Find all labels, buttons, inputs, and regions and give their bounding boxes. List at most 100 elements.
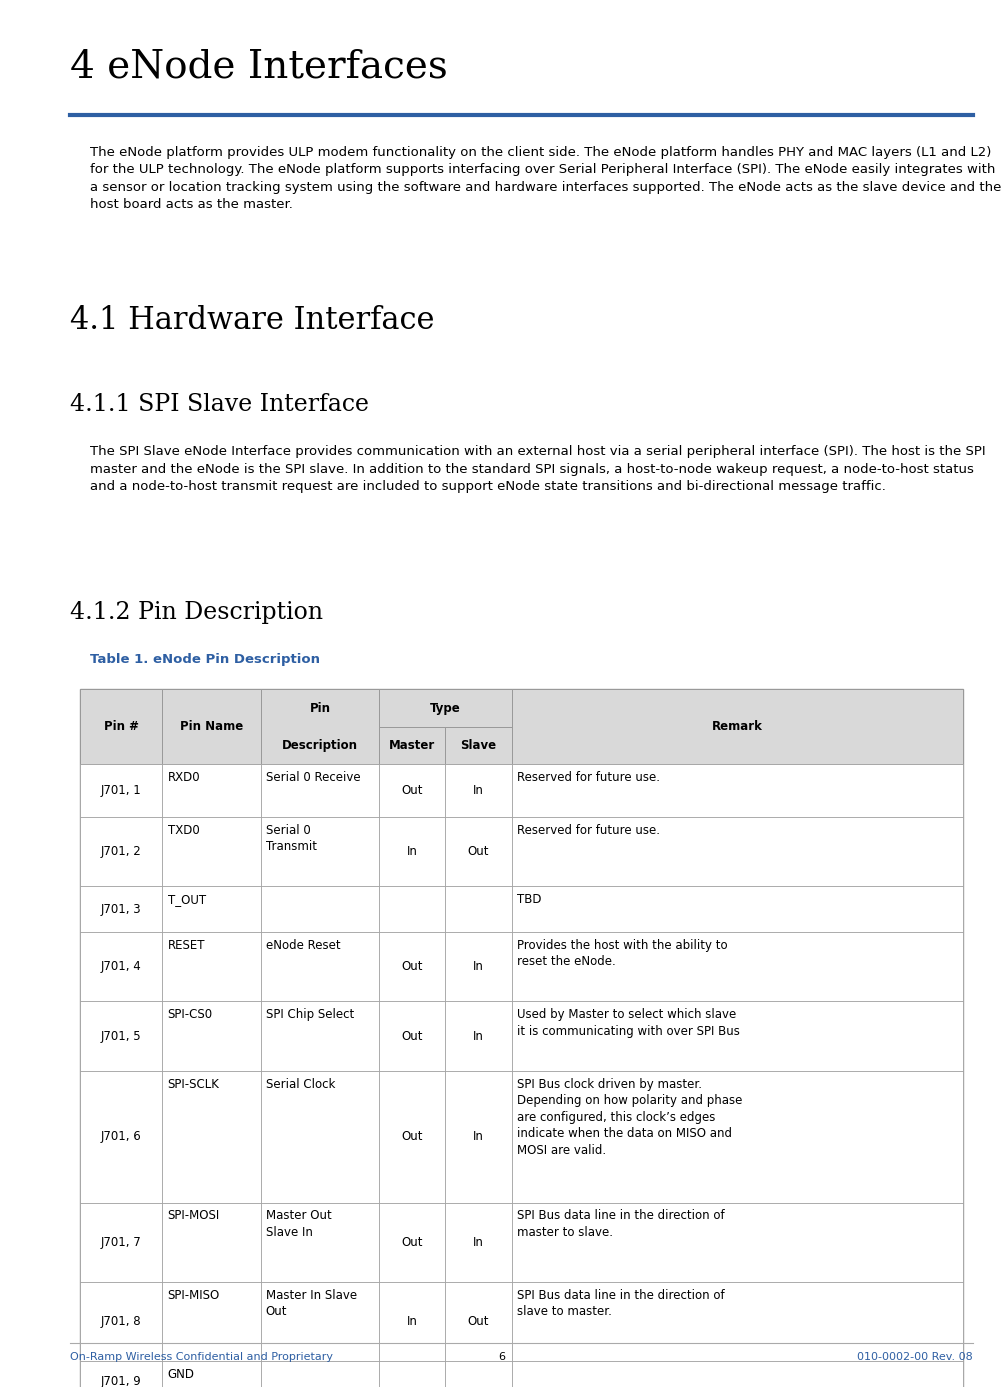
Text: SPI-MOSI: SPI-MOSI <box>167 1209 219 1222</box>
Text: Reserved for future use.: Reserved for future use. <box>516 771 659 784</box>
Text: Out: Out <box>467 845 489 859</box>
Text: Pin #: Pin # <box>104 720 138 734</box>
Text: The SPI Slave eNode Interface provides communication with an external host via a: The SPI Slave eNode Interface provides c… <box>90 445 985 494</box>
Bar <box>261 817 379 886</box>
Bar <box>379 1203 445 1282</box>
Bar <box>80 1282 162 1361</box>
Text: 010-0002-00 Rev. 08: 010-0002-00 Rev. 08 <box>857 1352 972 1362</box>
Bar <box>511 1282 962 1361</box>
Bar <box>379 1282 445 1361</box>
Text: Type: Type <box>430 702 460 714</box>
Bar <box>162 817 261 886</box>
Bar <box>445 1071 511 1203</box>
Bar <box>445 727 511 764</box>
Text: In: In <box>473 1130 483 1143</box>
Bar <box>511 764 962 817</box>
Text: Serial 0 Receive: Serial 0 Receive <box>266 771 360 784</box>
Text: Serial 0
Transmit: Serial 0 Transmit <box>266 824 317 853</box>
Bar <box>261 1282 379 1361</box>
Text: SPI Bus data line in the direction of
slave to master.: SPI Bus data line in the direction of sl… <box>516 1289 723 1318</box>
Text: Master In Slave
Out: Master In Slave Out <box>266 1289 357 1318</box>
Text: J701, 9: J701, 9 <box>101 1375 141 1387</box>
Text: 4.1.2 Pin Description: 4.1.2 Pin Description <box>70 601 323 624</box>
Bar <box>80 689 962 1387</box>
Text: In: In <box>473 960 483 974</box>
Bar <box>80 764 162 817</box>
Text: Out: Out <box>401 960 423 974</box>
Text: J701, 7: J701, 7 <box>101 1236 141 1248</box>
Text: Provides the host with the ability to
reset the eNode.: Provides the host with the ability to re… <box>516 939 726 968</box>
Bar <box>261 1203 379 1282</box>
Bar <box>261 1071 379 1203</box>
Bar <box>261 764 379 817</box>
Bar <box>80 1071 162 1203</box>
Bar <box>379 689 511 727</box>
Bar <box>379 886 445 932</box>
Bar <box>445 1361 511 1387</box>
Bar <box>261 1001 379 1071</box>
Text: T_OUT: T_OUT <box>167 893 205 906</box>
Bar <box>511 1001 962 1071</box>
Text: Pin Name: Pin Name <box>179 720 243 734</box>
Text: Table 1. eNode Pin Description: Table 1. eNode Pin Description <box>90 653 320 666</box>
Bar <box>162 764 261 817</box>
Bar <box>162 886 261 932</box>
Text: Out: Out <box>401 1130 423 1143</box>
Text: On-Ramp Wireless Confidential and Proprietary: On-Ramp Wireless Confidential and Propri… <box>70 1352 333 1362</box>
Text: Out: Out <box>467 1315 489 1327</box>
Text: SPI-MISO: SPI-MISO <box>167 1289 219 1301</box>
Bar <box>162 1361 261 1387</box>
Bar <box>261 689 379 764</box>
Text: In: In <box>473 1236 483 1248</box>
Text: Used by Master to select which slave
it is communicating with over SPI Bus: Used by Master to select which slave it … <box>516 1008 738 1037</box>
Bar <box>379 1001 445 1071</box>
Text: 4 eNode Interfaces: 4 eNode Interfaces <box>70 49 448 86</box>
Text: SPI Chip Select: SPI Chip Select <box>266 1008 354 1021</box>
Bar <box>261 886 379 932</box>
Bar <box>511 1361 962 1387</box>
Text: Master Out
Slave In: Master Out Slave In <box>266 1209 332 1239</box>
Bar <box>445 886 511 932</box>
Text: J701, 4: J701, 4 <box>101 960 141 974</box>
Text: Slave: Slave <box>460 739 496 752</box>
Bar <box>162 932 261 1001</box>
Text: J701, 8: J701, 8 <box>101 1315 141 1327</box>
Text: Serial Clock: Serial Clock <box>266 1078 335 1090</box>
Bar <box>379 727 445 764</box>
Text: TBD: TBD <box>516 893 540 906</box>
Bar <box>80 817 162 886</box>
Bar <box>162 1071 261 1203</box>
Bar <box>162 1203 261 1282</box>
Bar <box>511 817 962 886</box>
Bar <box>162 1282 261 1361</box>
Bar <box>445 932 511 1001</box>
Text: Out: Out <box>401 1029 423 1043</box>
Bar <box>445 1282 511 1361</box>
Bar <box>511 932 962 1001</box>
Text: J701, 5: J701, 5 <box>101 1029 141 1043</box>
Bar <box>379 1071 445 1203</box>
Bar <box>80 886 162 932</box>
Text: 6: 6 <box>498 1352 504 1362</box>
Text: SPI Bus clock driven by master.
Depending on how polarity and phase
are configur: SPI Bus clock driven by master. Dependin… <box>516 1078 741 1157</box>
Bar <box>80 932 162 1001</box>
Text: 4.1.1 SPI Slave Interface: 4.1.1 SPI Slave Interface <box>70 393 369 416</box>
Text: Master: Master <box>389 739 435 752</box>
Bar <box>80 1001 162 1071</box>
Text: 4.1 Hardware Interface: 4.1 Hardware Interface <box>70 305 434 336</box>
Text: GND: GND <box>167 1368 194 1380</box>
Bar <box>80 1361 162 1387</box>
Bar <box>379 817 445 886</box>
Bar <box>445 764 511 817</box>
Text: J701, 2: J701, 2 <box>101 845 141 859</box>
Bar <box>261 1361 379 1387</box>
Text: SPI-SCLK: SPI-SCLK <box>167 1078 219 1090</box>
Bar <box>511 1071 962 1203</box>
Bar <box>511 886 962 932</box>
Bar <box>379 764 445 817</box>
Text: Out: Out <box>401 1236 423 1248</box>
Bar <box>379 932 445 1001</box>
Text: In: In <box>407 845 417 859</box>
Bar <box>511 1203 962 1282</box>
Text: Out: Out <box>401 784 423 798</box>
